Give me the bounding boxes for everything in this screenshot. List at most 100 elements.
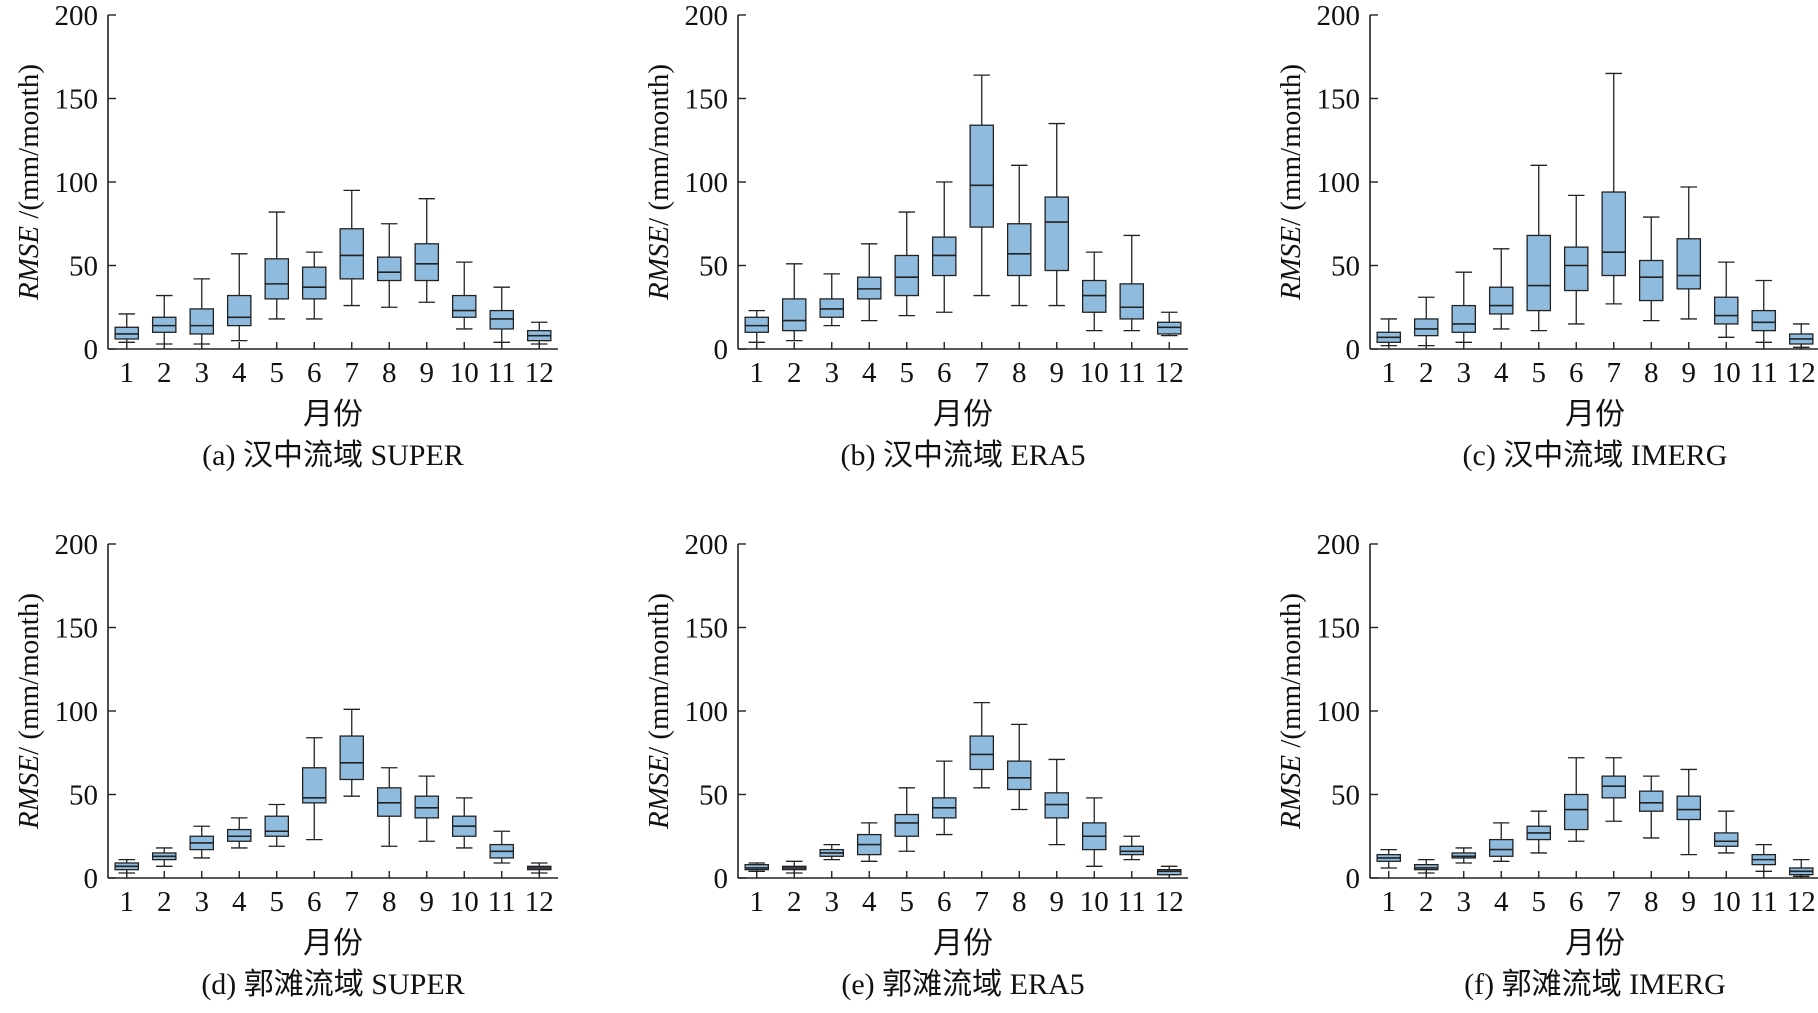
y-tick-label: 200 bbox=[685, 529, 729, 561]
iqr-box bbox=[1526, 234, 1552, 312]
iqr-box bbox=[151, 316, 177, 333]
x-tick-label: 12 bbox=[1787, 357, 1816, 389]
box-month-10 bbox=[1713, 261, 1739, 338]
iqr-box bbox=[1006, 760, 1032, 791]
x-tick-label: 3 bbox=[825, 886, 840, 918]
box-month-9 bbox=[414, 775, 440, 842]
x-tick-label: 5 bbox=[900, 357, 915, 389]
iqr-box bbox=[856, 276, 882, 300]
iqr-box bbox=[1488, 838, 1514, 857]
x-tick-label: 5 bbox=[270, 357, 285, 389]
y-tick-label: 0 bbox=[1346, 863, 1361, 895]
x-tick-label: 2 bbox=[1419, 886, 1434, 918]
x-tick-label: 6 bbox=[1569, 357, 1584, 389]
iqr-box bbox=[744, 316, 770, 333]
x-tick-label: 8 bbox=[382, 357, 397, 389]
x-tick-label: 9 bbox=[1682, 357, 1697, 389]
x-tick-label: 11 bbox=[1118, 357, 1146, 389]
x-axis-label: 月份 bbox=[303, 927, 363, 960]
box-month-2 bbox=[151, 847, 177, 867]
y-axis-label: RMSE/ (mm/month) bbox=[643, 593, 675, 830]
y-tick-label: 50 bbox=[699, 251, 728, 283]
iqr-box bbox=[264, 815, 290, 837]
y-tick-label: 200 bbox=[685, 0, 729, 32]
x-tick-label: 8 bbox=[1012, 886, 1027, 918]
x-tick-label: 5 bbox=[270, 886, 285, 918]
y-axis-label-unit: / (mm/month) bbox=[643, 593, 675, 755]
x-axis-label: 月份 bbox=[1565, 927, 1625, 960]
iqr-box bbox=[1156, 869, 1182, 876]
box-month-1 bbox=[1376, 848, 1402, 869]
box-month-2 bbox=[1413, 858, 1439, 874]
x-tick-label: 4 bbox=[1494, 886, 1509, 918]
iqr-box bbox=[1119, 845, 1145, 856]
box-month-4 bbox=[226, 817, 252, 849]
x-tick-label: 11 bbox=[1750, 886, 1778, 918]
x-tick-label: 7 bbox=[975, 357, 990, 389]
x-tick-label: 12 bbox=[525, 357, 554, 389]
x-tick-label: 10 bbox=[1080, 886, 1109, 918]
box-month-11 bbox=[489, 286, 515, 343]
iqr-box bbox=[301, 767, 327, 804]
y-tick-label: 0 bbox=[84, 863, 99, 895]
y-tick-label: 150 bbox=[55, 613, 99, 645]
box-month-12 bbox=[1788, 323, 1814, 348]
box-month-4 bbox=[856, 243, 882, 322]
y-tick-label: 0 bbox=[1346, 334, 1361, 366]
box-month-11 bbox=[1119, 234, 1145, 332]
iqr-box bbox=[376, 256, 402, 282]
y-tick-label: 100 bbox=[1317, 696, 1361, 728]
y-tick-label: 50 bbox=[699, 780, 728, 812]
y-axis-label-metric: RMSE bbox=[643, 755, 675, 830]
y-tick-label: 150 bbox=[685, 84, 729, 116]
box-month-4 bbox=[1488, 822, 1514, 862]
iqr-box bbox=[894, 254, 920, 297]
box-month-5 bbox=[1526, 164, 1552, 332]
x-tick-label: 6 bbox=[937, 886, 952, 918]
panel-caption: (c) 汉中流域 IMERG bbox=[1463, 439, 1728, 472]
box-month-7 bbox=[969, 702, 995, 789]
iqr-box bbox=[114, 326, 140, 340]
y-tick-label: 200 bbox=[55, 529, 99, 561]
panel-caption: (a) 汉中流域 SUPER bbox=[202, 439, 464, 472]
x-tick-label: 10 bbox=[450, 886, 479, 918]
x-tick-label: 12 bbox=[525, 886, 554, 918]
y-tick-label: 200 bbox=[55, 0, 99, 32]
box-month-10 bbox=[451, 797, 477, 849]
iqr-box bbox=[819, 298, 845, 318]
box-month-1 bbox=[114, 313, 140, 343]
y-tick-label: 100 bbox=[685, 167, 729, 199]
x-tick-label: 11 bbox=[1118, 886, 1146, 918]
y-axis-label-metric: RMSE bbox=[643, 226, 675, 301]
x-tick-label: 9 bbox=[1682, 886, 1697, 918]
y-tick-label: 200 bbox=[1317, 0, 1361, 32]
y-tick-label: 50 bbox=[1331, 780, 1360, 812]
x-tick-label: 4 bbox=[1494, 357, 1509, 389]
x-tick-label: 9 bbox=[1050, 357, 1065, 389]
x-tick-label: 5 bbox=[1532, 357, 1547, 389]
y-axis-label: RMSE /(mm/month) bbox=[1275, 593, 1307, 830]
x-tick-label: 10 bbox=[450, 357, 479, 389]
iqr-box bbox=[1638, 790, 1664, 812]
x-tick-label: 9 bbox=[1050, 886, 1065, 918]
iqr-box bbox=[1119, 283, 1145, 320]
box-month-4 bbox=[856, 822, 882, 862]
x-axis-label: 月份 bbox=[1565, 398, 1625, 431]
x-tick-label: 2 bbox=[787, 886, 802, 918]
box-month-8 bbox=[1638, 216, 1664, 322]
y-tick-label: 50 bbox=[1331, 251, 1360, 283]
y-tick-label: 150 bbox=[1317, 84, 1361, 116]
box-month-11 bbox=[1119, 835, 1145, 861]
x-tick-label: 4 bbox=[862, 886, 877, 918]
x-tick-label: 12 bbox=[1155, 357, 1184, 389]
y-axis-label-unit: / (mm/month) bbox=[13, 593, 45, 755]
iqr-box bbox=[1413, 863, 1439, 871]
x-tick-label: 6 bbox=[1569, 886, 1584, 918]
x-tick-label: 1 bbox=[120, 357, 135, 389]
x-axis-label: 月份 bbox=[933, 398, 993, 431]
x-tick-label: 4 bbox=[232, 357, 247, 389]
x-tick-label: 12 bbox=[1787, 886, 1816, 918]
box-month-6 bbox=[931, 760, 957, 836]
